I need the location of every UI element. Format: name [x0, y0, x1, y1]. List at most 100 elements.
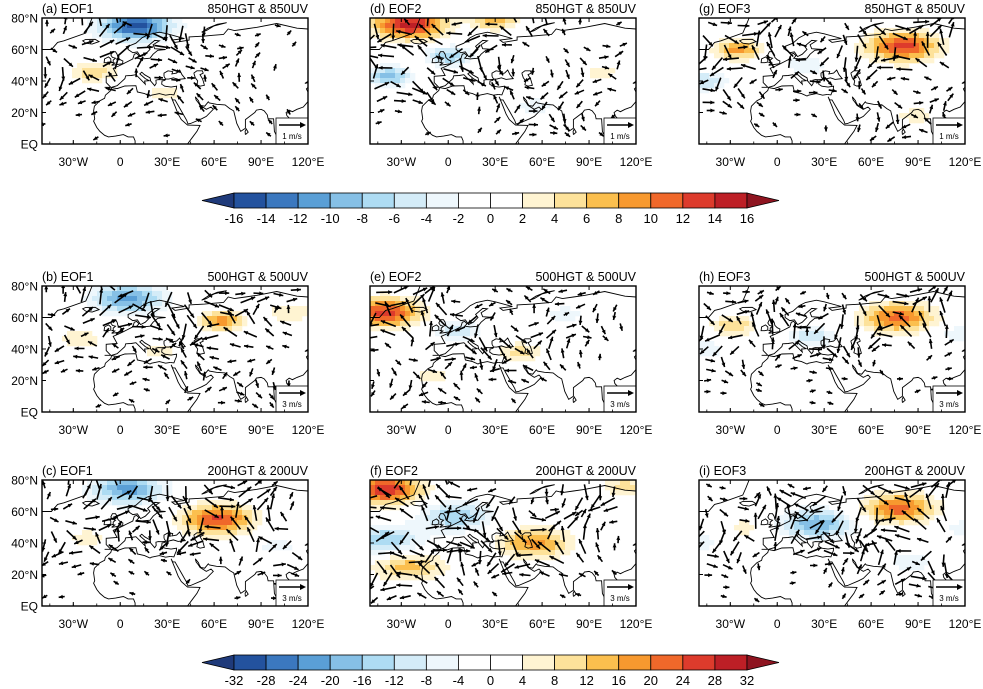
wind-vector-head	[901, 510, 907, 515]
wind-vector-head	[728, 372, 733, 376]
x-tick-label: 90°E	[905, 155, 931, 169]
shading-cell	[142, 38, 148, 44]
shading-cell	[380, 500, 386, 506]
shading-cell	[719, 73, 725, 79]
wind-vector-head	[489, 302, 494, 307]
wind-vector-head	[129, 591, 134, 596]
wind-vector-head	[44, 352, 49, 357]
wind-vector-head	[757, 382, 762, 386]
wind-vector-head	[91, 100, 96, 105]
shading-cell	[475, 515, 481, 521]
shading-cell	[909, 555, 915, 561]
shading-cell	[889, 520, 895, 526]
colorbar-label: -12	[289, 211, 308, 226]
shading-cell	[167, 480, 173, 486]
shading-cell	[405, 68, 411, 74]
shading-cell	[914, 38, 920, 44]
shading-cell	[894, 58, 900, 64]
shading-cell	[605, 480, 611, 486]
wind-vector-head	[126, 490, 132, 495]
shading-cell	[227, 535, 233, 541]
x-tick-label: 60°E	[858, 155, 884, 169]
shading-cell	[207, 326, 213, 332]
wind-vector-head	[239, 391, 245, 396]
shading-cell	[809, 530, 815, 536]
shading-cell	[485, 515, 491, 521]
wind-vector-head	[740, 93, 745, 99]
wind-vector-head	[237, 49, 242, 55]
shading-cell	[375, 535, 381, 541]
x-tick-label: 120°E	[292, 155, 325, 169]
shading-cell	[829, 331, 835, 337]
shading-cell	[122, 480, 128, 486]
wind-vector-head	[922, 482, 927, 487]
x-tick-label: 90°E	[576, 423, 602, 437]
shading-cell	[420, 490, 426, 496]
wind-vector-head	[415, 374, 421, 379]
shading-cell	[704, 545, 710, 551]
shading-cell	[555, 555, 561, 561]
wind-vector-head	[158, 514, 163, 519]
wind-vector-head	[741, 364, 746, 369]
shading-cell	[92, 336, 98, 342]
wind-vector-head	[933, 376, 938, 380]
wind-vector-head	[509, 9, 513, 14]
wind-vector-head	[229, 497, 234, 502]
wind-vector-head	[534, 559, 540, 564]
wind-vector-head	[108, 71, 113, 77]
shading-cell	[879, 495, 885, 501]
wind-vector-head	[255, 52, 261, 57]
shading-cell	[899, 510, 905, 516]
wind-vector-head	[858, 362, 862, 367]
wind-vector-head	[231, 504, 236, 509]
shading-cell	[152, 88, 158, 94]
wind-vector-head	[69, 550, 74, 555]
shading-cell	[232, 311, 238, 317]
shading-cell	[222, 510, 228, 516]
wind-vector	[370, 34, 376, 41]
shading-cell	[490, 23, 496, 29]
shading-cell	[954, 336, 960, 342]
wind-vector-head	[188, 543, 193, 547]
wind-vector-head	[797, 89, 802, 94]
wind-vector-head	[516, 104, 521, 110]
wind-vector-head	[513, 516, 517, 521]
wind-vector-head	[951, 480, 957, 484]
shading-cell	[435, 525, 441, 531]
shading-cell	[380, 301, 386, 307]
wind-vector-head	[189, 552, 195, 556]
shading-cell	[540, 550, 546, 556]
shading-cell	[440, 505, 446, 511]
shading-cell	[884, 321, 890, 327]
coastline	[244, 396, 249, 403]
shading-cell	[112, 490, 118, 496]
shading-cell	[395, 500, 401, 506]
shading-cell	[550, 530, 556, 536]
shading-cell	[202, 510, 208, 516]
coastline	[431, 518, 440, 526]
wind-vector-head	[380, 505, 385, 510]
wind-vector-head	[362, 336, 366, 340]
shading-cell	[719, 321, 725, 327]
reference-vector: 3 m/s	[275, 385, 309, 413]
shading-cell	[82, 78, 88, 84]
wind-vector-head	[545, 499, 549, 505]
shading-cell	[485, 18, 491, 24]
shading-cell	[884, 301, 890, 307]
shading-cell	[904, 58, 910, 64]
wind-vector-head	[591, 504, 595, 509]
shading-cell	[904, 490, 910, 496]
x-tick-label: 0	[117, 423, 124, 437]
shading-cell	[380, 306, 386, 312]
shading-cell	[435, 565, 441, 571]
wind-vector-head	[143, 359, 149, 364]
shading-cell	[824, 525, 830, 531]
coastline	[42, 286, 93, 318]
shading-cell	[87, 63, 93, 69]
wind-vector-head	[457, 526, 462, 531]
shading-cell	[959, 530, 965, 536]
wind-vector-head	[805, 327, 810, 332]
shading-cell	[400, 565, 406, 571]
wind-vector-head	[728, 565, 733, 570]
panel-b-field	[42, 286, 308, 412]
